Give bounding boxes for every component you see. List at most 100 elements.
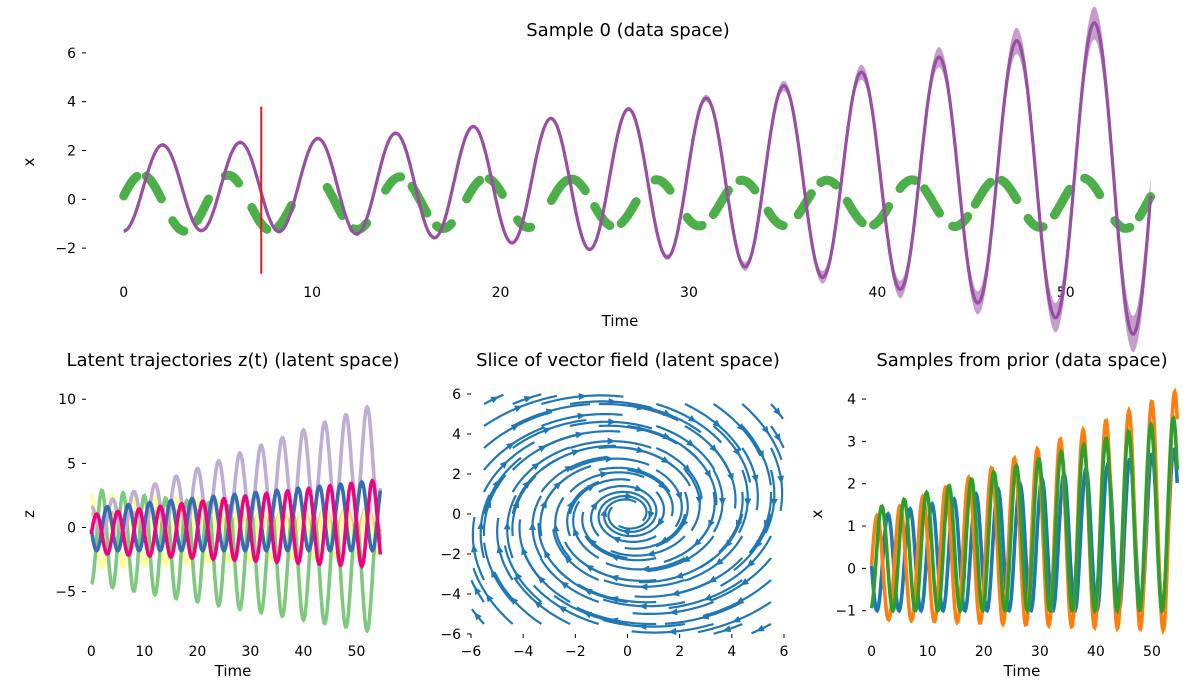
streamline-arrow [674,571,684,579]
y-tick-label: 4 [67,95,76,111]
streamline-arrow [773,433,781,442]
streamline-arrow [612,536,621,544]
observation-segment [462,175,485,204]
observation-segment [763,206,788,231]
streamline-arrow [732,447,741,457]
x-tick-label: 10 [919,644,937,660]
streamline-arrow [610,554,620,562]
y-tick-label: 10 [58,392,76,408]
y-tick-label: 2 [452,467,461,483]
streamline-arrow [669,608,678,616]
observation-segment [869,202,894,230]
y-tick-label: 6 [67,46,76,62]
observation-segment [842,196,867,228]
streamline-arrow [542,427,552,435]
x-tick-label: 50 [1143,644,1161,660]
x-tick-label: 20 [492,285,510,301]
streamline-arrow [727,472,734,482]
panel-vector-field: Slice of vector field (latent space) −6−… [440,350,788,660]
streamline-arrow [735,519,743,529]
streamline-arrow [486,593,494,603]
observation-segment [567,174,590,196]
observation-segment [141,171,166,204]
streamline [702,579,772,618]
y-tick-label: 5 [67,456,76,472]
y-axis-label: x [20,157,38,166]
streamline-arrow [496,544,504,554]
x-tick-label: 0 [623,644,632,660]
streamline-arrow [499,460,508,469]
y-tick-label: 3 [847,434,856,450]
streamline [483,410,553,449]
streamline-arrow [599,471,609,478]
x-tick-label: 20 [188,644,206,660]
x-tick-label: 6 [780,644,789,660]
streamline-arrow [543,549,551,559]
streamline-arrow [490,396,500,404]
streamline-arrow [668,627,677,635]
streamline-arrow [662,409,672,417]
streamline-arrow [773,407,781,416]
streamline-arrow [477,521,485,530]
observation-segment [920,184,944,218]
streamline-arrow [744,498,752,507]
chart-title: Samples from prior (data space) [876,350,1167,371]
observation-segment [735,175,760,195]
streamline-arrow [607,437,616,445]
observation-segment [816,175,841,190]
streamline-arrow [675,491,683,501]
streamline-arrow [529,521,537,530]
y-axis-label: z [20,510,38,518]
streamline-arrow [724,539,733,548]
streamline-arrow [545,408,555,416]
streamline-arrow [708,519,715,529]
x-tick-label: 50 [348,644,366,660]
x-tick-label: 10 [303,285,321,301]
streamline-arrow [634,484,643,492]
streamline-arrow [718,498,726,507]
x-tick-label: 40 [1087,644,1105,660]
streamline-arrow [708,575,717,583]
y-tick-label: −5 [55,585,76,601]
streamline [712,403,762,457]
x-tick-label: 40 [295,644,313,660]
streamline-arrow [715,557,724,566]
streamline-arrow [638,623,647,631]
panel-sample-0: Sample 0 (data space) Time x 0 10 20 30 40 50… [20,6,1156,353]
prediction-mean-line [123,21,1153,336]
observation-segment [192,194,213,226]
observation-segment [650,175,675,195]
observation-segment [247,203,272,234]
y-tick-label: 0 [847,561,856,577]
streamline-arrow [572,527,580,537]
x-tick-label: 30 [1031,644,1049,660]
x-tick-label: 30 [680,285,698,301]
streamline-arrow [777,475,785,484]
x-tick-label: −4 [513,644,534,660]
streamline-arrow [522,480,531,489]
streamline-arrow [571,449,581,457]
streamline-arrow [531,462,540,471]
streamline-arrow [763,519,771,529]
y-axis-label: x [808,509,826,518]
streamline-arrow [590,501,598,511]
streamline-arrow [610,596,619,603]
streamline-arrow [588,538,598,547]
streamline-arrow [577,412,586,420]
streamline-arrow [523,395,533,403]
streamline-arrow [751,474,759,484]
streamline [493,571,543,625]
observation-segment [997,175,1022,205]
y-tick-label: −2 [55,241,76,257]
observation-segment [546,176,571,205]
streamline-arrow [647,510,655,520]
x-tick-label: 10 [135,644,153,660]
streamline-arrow [757,450,764,459]
x-tick-label: 0 [87,644,96,660]
streamline-arrow [578,393,587,401]
streamline-arrow [564,465,574,473]
streamline-arrow [534,600,543,609]
y-tick-label: 2 [847,477,856,493]
y-tick-label: 6 [452,387,461,403]
